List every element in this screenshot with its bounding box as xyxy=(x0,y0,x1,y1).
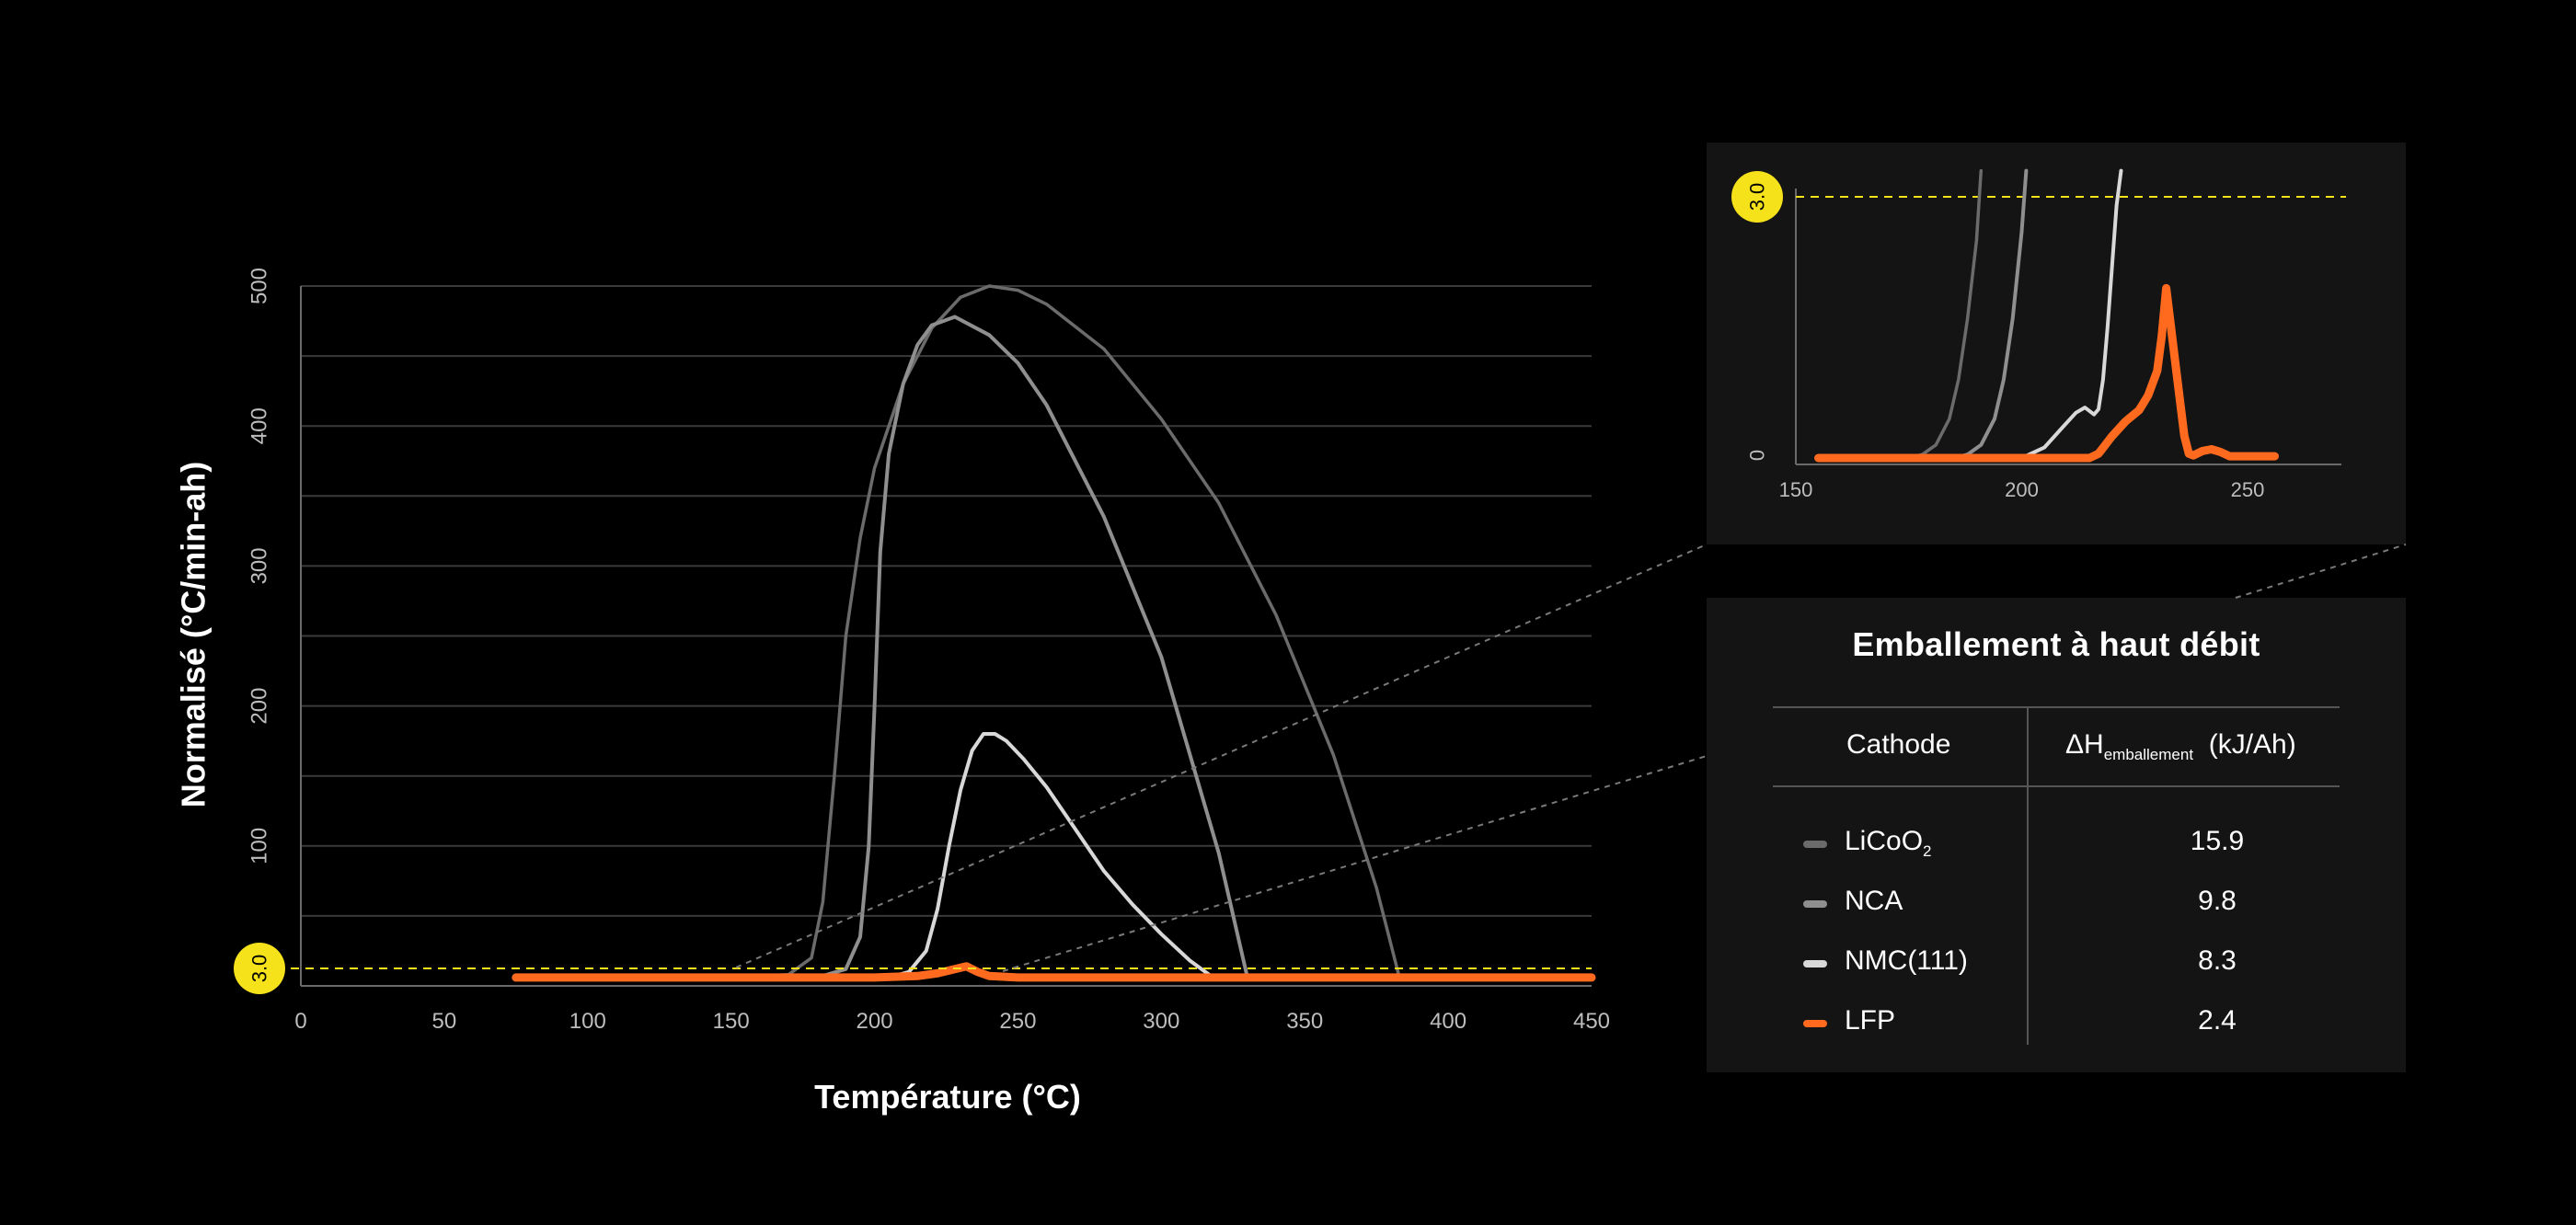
nca-swatch xyxy=(1803,900,1827,908)
threshold-badge xyxy=(234,943,285,994)
x-tick-label: 100 xyxy=(569,1009,606,1034)
licoo2-swatch xyxy=(1803,841,1827,848)
inset-x-tick-label: 150 xyxy=(1779,478,1813,501)
inset-threshold-badge xyxy=(1731,171,1783,223)
delta-h-value: 8.3 xyxy=(2198,945,2237,976)
zoom-inset-chart: 3.0 0 150 200 250 xyxy=(1731,168,2346,501)
inset-x-tick-label: 250 xyxy=(2231,478,2265,501)
table-row-nmc: NMC(111) 8.3 xyxy=(1707,936,2406,991)
x-tick-label: 150 xyxy=(713,1009,750,1034)
threshold-badge-label: 3.0 xyxy=(248,955,271,983)
cathode-name: NMC(111) xyxy=(1845,945,1968,976)
y-tick-label: 300 xyxy=(247,547,272,584)
series-line-nmc111 xyxy=(513,732,1593,979)
x-tick-label: 200 xyxy=(857,1009,893,1034)
cathode-label: NMC(111) xyxy=(1845,945,1968,977)
y-axis-title: Normalisé (°C/min-ah) xyxy=(175,462,213,807)
header-delta-h-subscript: emballement xyxy=(2103,746,2194,763)
table-title: Emballement à haut débit xyxy=(1852,625,2260,663)
inset-threshold-badge-label: 3.0 xyxy=(1746,183,1769,212)
delta-h-value: 2.4 xyxy=(2198,1005,2237,1036)
runaway-table-panel: Emballement à haut débit Cathode ΔHembal… xyxy=(1707,598,2406,1072)
x-axis-title: Température (°C) xyxy=(814,1078,1081,1116)
x-tick-label: 0 xyxy=(294,1009,306,1034)
lfp-swatch xyxy=(1803,1020,1827,1027)
inset-series-line-licoo2 xyxy=(1816,168,1984,460)
x-tick-label: 350 xyxy=(1286,1009,1323,1034)
header-delta-h-symbol: ΔH xyxy=(2065,729,2104,760)
zoom-inset-panel: 3.0 0 150 200 250 xyxy=(1707,143,2406,544)
series-line-licoo2 xyxy=(514,284,1593,979)
y-tick-label: 400 xyxy=(247,407,272,444)
header-delta-h: ΔHemballement (kJ/Ah) xyxy=(2065,729,2296,764)
header-cathode: Cathode xyxy=(1846,729,1951,760)
delta-h-value: 9.8 xyxy=(2198,886,2237,916)
table-header-top-rule xyxy=(1773,706,2340,708)
table-column-divider xyxy=(2027,706,2029,1045)
zoom-connector-line xyxy=(2235,544,2407,599)
y-tick-label: 500 xyxy=(247,268,272,304)
inset-y-tick-label: 0 xyxy=(1746,450,1769,461)
x-tick-label: 450 xyxy=(1573,1009,1610,1034)
x-tick-label: 250 xyxy=(999,1009,1036,1034)
inset-series-line-nmc111 xyxy=(1816,168,2123,460)
x-tick-label: 400 xyxy=(1430,1009,1466,1034)
cathode-name: LiCoO xyxy=(1845,826,1924,856)
delta-h-value: 15.9 xyxy=(2190,826,2245,856)
y-tick-label: 100 xyxy=(247,828,272,864)
table-header-bottom-rule xyxy=(1773,785,2340,787)
inset-series-line-nca xyxy=(1816,168,2029,460)
cathode-label: NCA xyxy=(1845,886,1903,917)
cathode-label: LFP xyxy=(1845,1005,1895,1036)
nmc-swatch xyxy=(1803,960,1827,967)
y-tick-label: 200 xyxy=(247,688,272,725)
cathode-label: LiCoO2 xyxy=(1845,826,1932,861)
header-delta-h-unit: (kJ/Ah) xyxy=(2208,729,2296,760)
table-row-nca: NCA 9.8 xyxy=(1707,876,2406,932)
inset-series-line-lfp xyxy=(1814,283,2279,463)
main-chart: 0 50 100 150 200 250 300 350 400 450 100 200 300 400 5… xyxy=(175,268,1611,1116)
series-line-nca xyxy=(513,315,1593,979)
table-row-lfp: LFP 2.4 xyxy=(1707,996,2406,1051)
table-row-licoo2: LiCoO2 15.9 xyxy=(1707,817,2406,872)
cathode-subscript: 2 xyxy=(1923,842,1932,860)
inset-x-tick-label: 200 xyxy=(2005,478,2039,501)
x-tick-label: 50 xyxy=(432,1009,457,1034)
x-tick-label: 300 xyxy=(1143,1009,1179,1034)
cathode-name: NCA xyxy=(1845,886,1903,916)
cathode-name: LFP xyxy=(1845,1005,1896,1036)
